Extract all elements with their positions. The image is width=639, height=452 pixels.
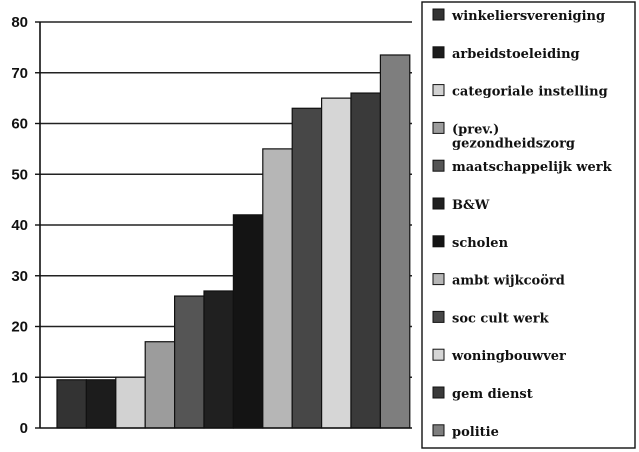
legend-label: maatschappelijk werk <box>452 160 613 175</box>
legend-swatch <box>432 310 445 323</box>
bar-6 <box>203 290 234 429</box>
y-tick-label: 10 <box>11 369 28 386</box>
legend-label: politie <box>452 425 499 440</box>
y-tick-label: 0 <box>20 420 28 437</box>
bar-12 <box>379 54 411 429</box>
legend-label: gem dienst <box>452 387 533 402</box>
legend-label: categoriale instelling <box>452 85 608 100</box>
y-tick-label: 30 <box>11 268 28 285</box>
legend-swatch <box>432 84 445 97</box>
y-tick-label: 20 <box>11 319 28 336</box>
legend-swatch <box>432 121 445 134</box>
bar-8 <box>262 148 293 429</box>
axes <box>35 21 412 429</box>
legend-swatch <box>432 348 445 361</box>
legend: winkeliersvereniging arbeidstoeleiding cat… <box>421 1 636 449</box>
legend-swatch <box>432 46 445 59</box>
bar-2 <box>85 379 117 429</box>
bars <box>56 54 411 429</box>
legend-swatch <box>432 8 445 21</box>
bar-4 <box>144 341 176 429</box>
bar-3 <box>115 376 146 429</box>
legend-label: B&W <box>452 198 490 213</box>
bar-5 <box>174 295 205 429</box>
y-tick-label: 70 <box>11 65 28 82</box>
y-tick-label: 60 <box>11 116 28 133</box>
bar-1 <box>56 379 87 429</box>
legend-swatch <box>432 424 445 437</box>
legend-swatch <box>432 273 445 286</box>
legend-label: winkeliersvereniging <box>451 9 605 24</box>
y-axis-tick-labels: 0 10 20 30 40 50 60 70 80 <box>11 14 28 437</box>
legend-label: scholen <box>452 236 509 251</box>
legend-label: arbeidstoeleiding <box>452 47 580 62</box>
y-tick-label: 40 <box>11 217 28 234</box>
bar-11 <box>350 92 381 429</box>
y-tick-label: 80 <box>11 14 28 31</box>
gridlines <box>40 21 412 378</box>
legend-swatch <box>432 386 445 399</box>
legend-swatch <box>432 159 445 172</box>
legend-box <box>421 1 636 449</box>
legend-swatch <box>432 235 445 248</box>
bar-7 <box>232 214 264 429</box>
legend-label: (prev.) gezondheidszorg <box>452 122 575 151</box>
legend-label: woningbouwver <box>451 349 566 364</box>
y-tick-label: 50 <box>11 166 28 183</box>
legend-label: soc cult werk <box>452 311 550 326</box>
bar-10 <box>321 97 352 429</box>
legend-swatch <box>432 197 445 210</box>
bar-9 <box>291 107 323 429</box>
legend-label: ambt wijkcoörd <box>452 274 565 289</box>
